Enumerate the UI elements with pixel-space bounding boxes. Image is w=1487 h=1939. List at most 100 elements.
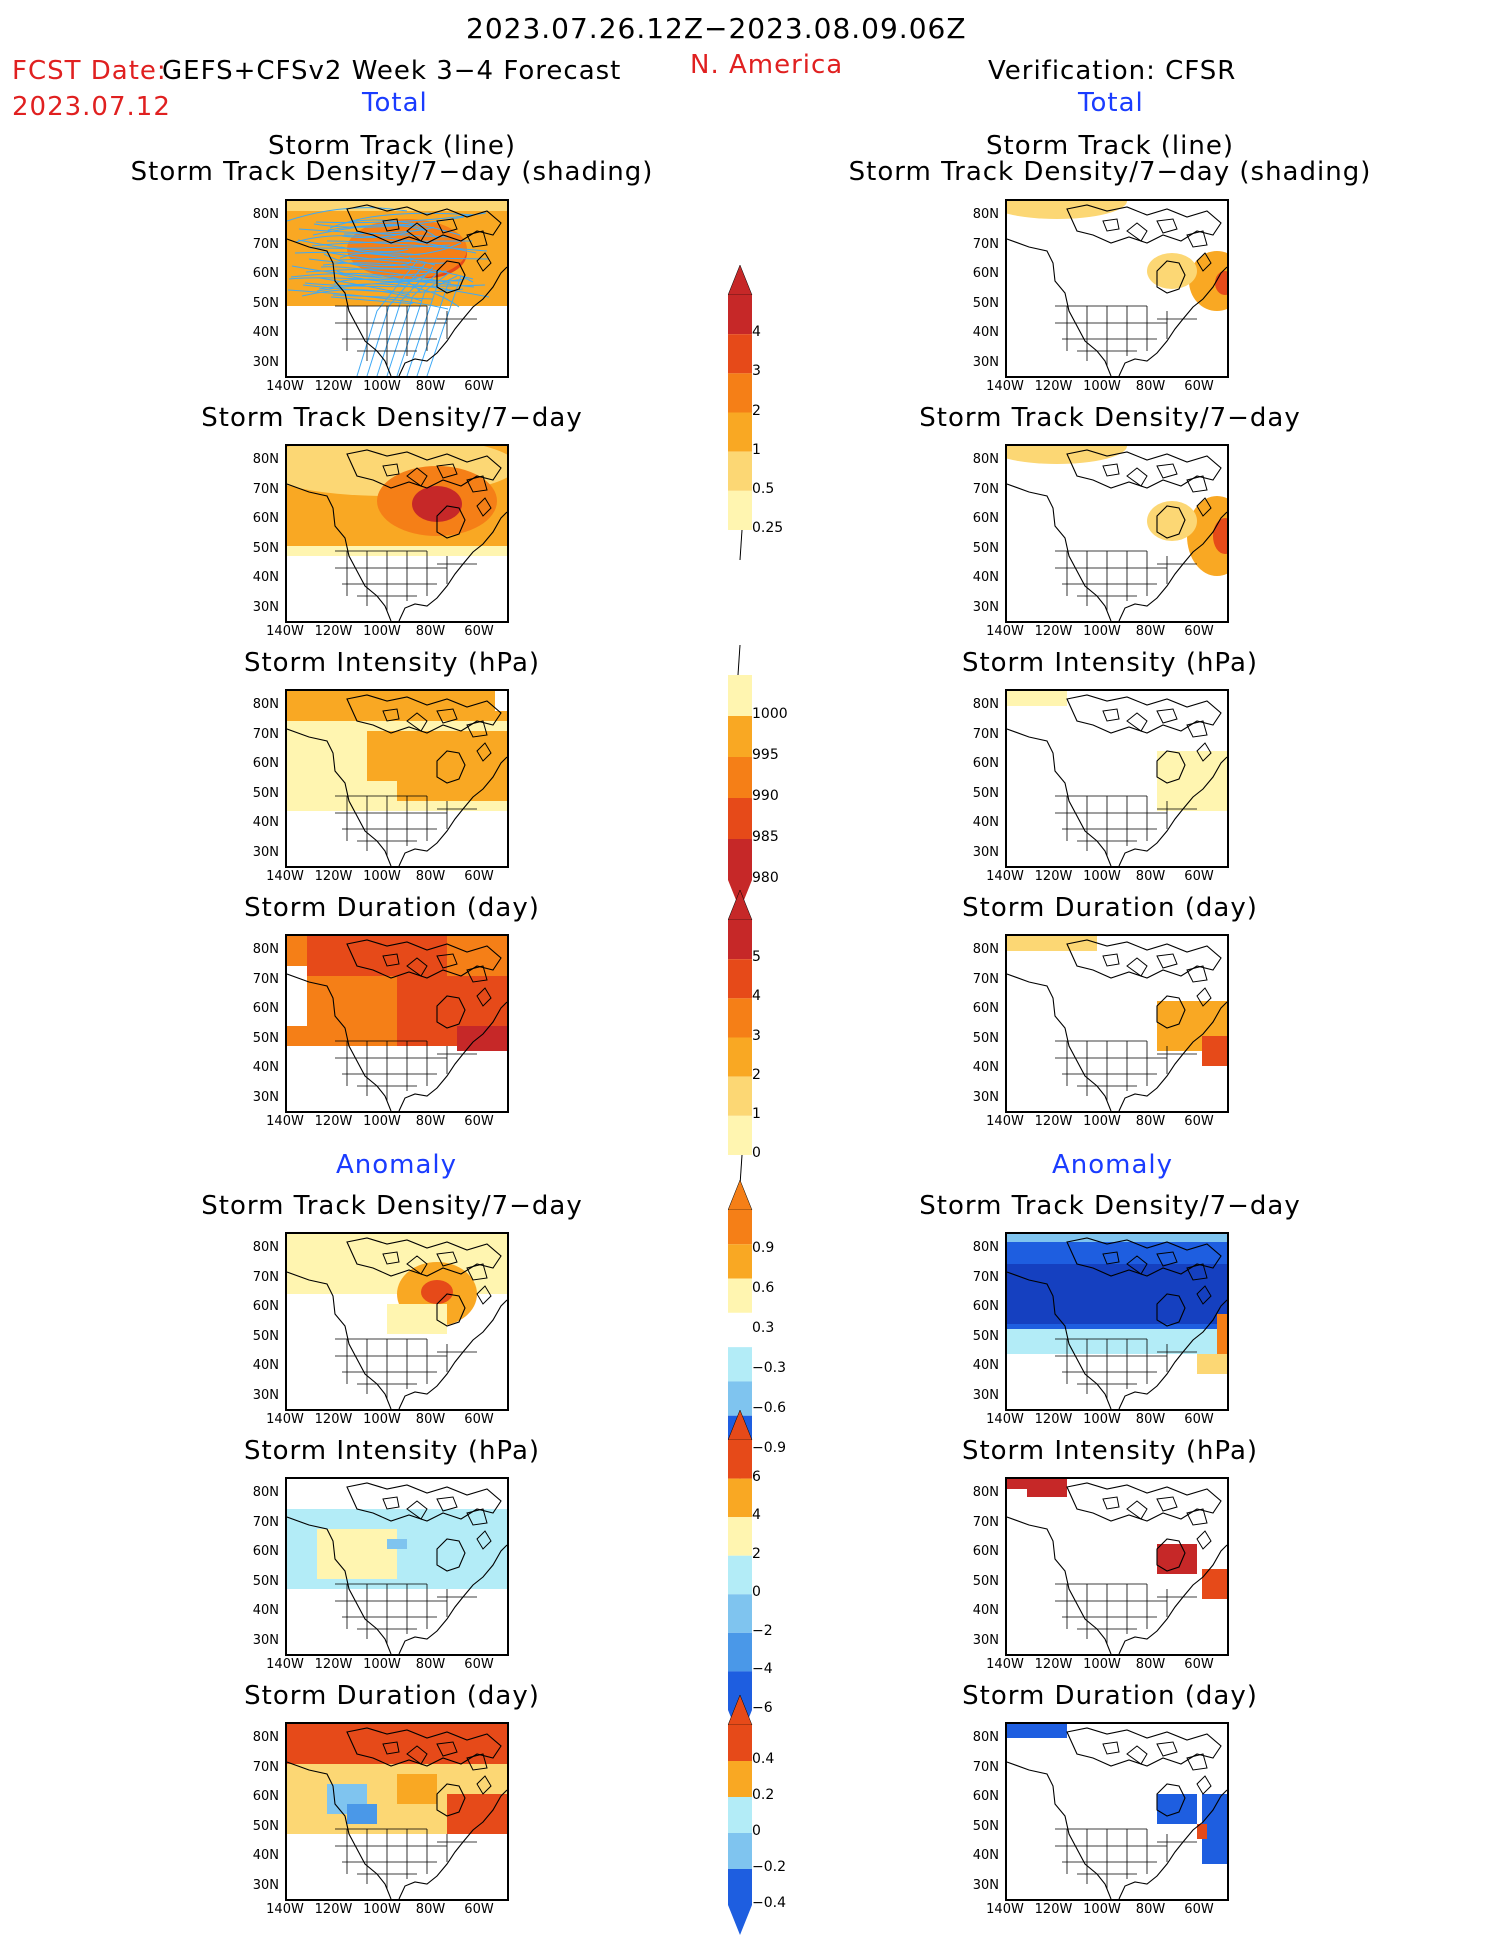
colorbar-tick-label: 2	[752, 402, 761, 419]
lon-tick-label: 60W	[464, 1412, 494, 1427]
lon-tick-label: 100W	[1083, 1114, 1121, 1129]
colorbar-tick-label: 0.5	[752, 480, 775, 497]
lon-tick-label: 100W	[363, 624, 401, 639]
total-right-label: Total	[1078, 88, 1144, 118]
lon-tick-label: 80W	[1135, 624, 1166, 639]
colorbar-tick-label: 1	[752, 1105, 761, 1122]
colorbar-tick-label: 995	[752, 747, 779, 763]
lon-tick-label: 80W	[415, 869, 446, 884]
lat-tick-label: 30N	[252, 1387, 279, 1403]
lat-tick-label: 30N	[972, 354, 999, 370]
lon-tick-label: 120W	[314, 624, 353, 639]
colorbar-tick-label: 2	[752, 1545, 761, 1562]
lat-tick-label: 50N	[252, 1573, 279, 1589]
lat-tick-label: 70N	[252, 1269, 279, 1285]
colorbar-tick-label: 0	[752, 1823, 761, 1839]
lat-tick-label: 40N	[252, 1060, 279, 1075]
lon-tick-label: 120W	[1034, 1657, 1073, 1672]
title-left-anom-intensity: Storm Intensity (hPa)	[243, 1436, 541, 1466]
lat-tick-label: 70N	[972, 481, 999, 497]
lat-tick-label: 40N	[972, 570, 999, 585]
title-right-density: Storm Track Density/7−day	[919, 403, 1301, 433]
lat-tick-label: 30N	[252, 599, 279, 615]
lat-tick-label: 80N	[252, 942, 279, 957]
map-verification-duration	[1005, 934, 1229, 1113]
lat-tick-label: 40N	[972, 325, 999, 340]
lat-tick-label: 60N	[972, 1789, 999, 1804]
colorbar-intensity-total	[728, 644, 818, 914]
lat-tick-label: 30N	[972, 599, 999, 615]
lon-tick-label: 140W	[986, 1902, 1024, 1917]
lat-tick-label: 50N	[252, 295, 279, 311]
lat-tick-label: 30N	[252, 1632, 279, 1648]
lat-tick-label: 40N	[252, 570, 279, 585]
title-right-intensity: Storm Intensity (hPa)	[961, 648, 1259, 678]
lat-tick-label: 60N	[252, 1544, 279, 1559]
lat-tick-label: 30N	[972, 1387, 999, 1403]
region-label: N. America	[690, 50, 844, 80]
lat-tick-label: 70N	[252, 726, 279, 742]
lat-tick-label: 80N	[252, 207, 279, 222]
lat-tick-label: 30N	[252, 1877, 279, 1893]
map-verification-anom-density	[1005, 1232, 1229, 1411]
lon-tick-label: 120W	[1034, 1114, 1073, 1129]
lat-tick-label: 60N	[252, 1789, 279, 1804]
lat-tick-label: 60N	[972, 1001, 999, 1016]
colorbar-tick-label: 5	[752, 949, 761, 966]
colorbar-tick-label: 0.3	[752, 1320, 775, 1336]
lon-tick-label: 140W	[266, 1657, 304, 1672]
lat-tick-label: 70N	[252, 971, 279, 987]
lon-tick-label: 120W	[314, 1412, 353, 1427]
lat-tick-label: 30N	[252, 354, 279, 370]
lat-tick-label: 50N	[972, 1573, 999, 1589]
lat-tick-label: 80N	[972, 942, 999, 957]
period-title: 2023.07.26.12Z−2023.08.09.06Z	[466, 12, 967, 45]
colorbar-tick-label: 985	[752, 829, 779, 845]
lat-tick-label: 70N	[252, 236, 279, 252]
lat-tick-label: 60N	[972, 266, 999, 281]
lon-tick-label: 100W	[363, 1902, 401, 1917]
colorbar-tick-label: 4	[752, 988, 761, 1005]
map-verification-anom-intensity	[1005, 1477, 1229, 1656]
lat-tick-label: 80N	[252, 1485, 279, 1500]
lat-tick-label: 60N	[252, 1299, 279, 1314]
colorbar-tick-label: 6	[752, 1468, 761, 1485]
lat-tick-label: 40N	[252, 1848, 279, 1863]
lat-tick-label: 30N	[972, 1877, 999, 1893]
lat-tick-label: 70N	[972, 1269, 999, 1285]
map-forecast-track-density	[285, 444, 509, 623]
lon-tick-label: 120W	[314, 379, 353, 394]
total-left-label: Total	[362, 88, 428, 118]
lon-tick-label: 80W	[1135, 1412, 1166, 1427]
lon-tick-label: 100W	[1083, 869, 1121, 884]
lon-tick-label: 100W	[1083, 1412, 1121, 1427]
map-forecast-track-line	[285, 199, 509, 378]
lon-tick-label: 80W	[415, 1902, 446, 1917]
lat-tick-label: 60N	[972, 511, 999, 526]
lat-tick-label: 70N	[252, 1514, 279, 1530]
colorbar-tick-label: 0	[752, 1145, 761, 1161]
title-left-intensity: Storm Intensity (hPa)	[243, 648, 541, 678]
colorbar-tick-label: 0	[752, 1584, 761, 1601]
lon-tick-label: 80W	[415, 624, 446, 639]
lon-tick-label: 60W	[1184, 1114, 1214, 1129]
lat-tick-label: 50N	[252, 1030, 279, 1046]
anomaly-right-label: Anomaly	[1052, 1150, 1174, 1180]
lat-tick-label: 50N	[252, 540, 279, 556]
title-right-duration: Storm Duration (day)	[962, 893, 1258, 923]
colorbar-tick-label: 2	[752, 1066, 761, 1083]
lon-tick-label: 140W	[986, 379, 1024, 394]
lon-tick-label: 60W	[1184, 1412, 1214, 1427]
lat-tick-label: 50N	[252, 1818, 279, 1834]
lon-tick-label: 140W	[266, 379, 304, 394]
lon-tick-label: 60W	[464, 1902, 494, 1917]
colorbar-tick-label: 0.9	[752, 1240, 775, 1256]
lat-tick-label: 40N	[972, 1358, 999, 1373]
lat-tick-label: 30N	[972, 1089, 999, 1105]
lon-tick-label: 100W	[1083, 624, 1121, 639]
lat-tick-label: 70N	[252, 481, 279, 497]
lat-tick-label: 40N	[252, 1603, 279, 1618]
colorbar-density-anom	[727, 1179, 818, 1484]
lon-tick-label: 60W	[464, 1114, 494, 1129]
lon-tick-label: 100W	[1083, 1657, 1121, 1672]
